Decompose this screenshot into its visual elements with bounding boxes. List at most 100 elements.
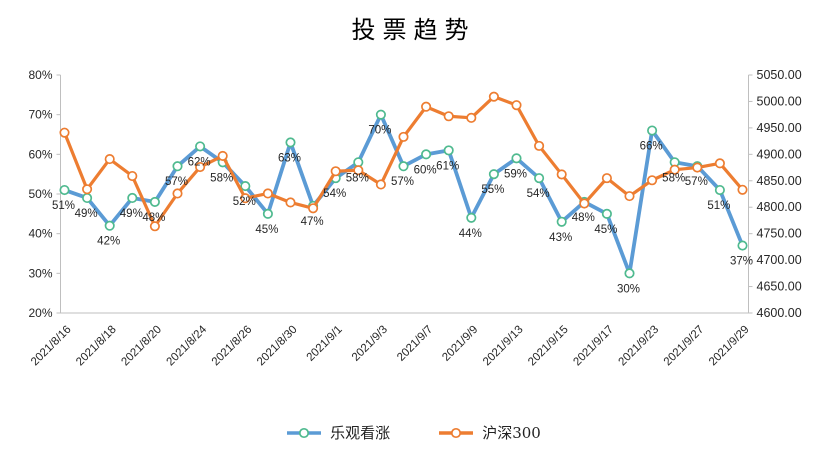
legend: 乐观看涨 沪深300 (0, 422, 827, 443)
series-0-marker (398, 161, 409, 172)
right-axis-label: 4800.00 (757, 200, 802, 214)
data-label: 47% (301, 216, 324, 228)
series-0-marker (172, 161, 183, 172)
left-axis-label: 40% (28, 227, 52, 241)
x-axis-label: 2021/8/24 (165, 323, 210, 368)
series-1-marker (330, 166, 341, 177)
legend-swatch-optimistic-icon (287, 427, 322, 438)
series-1-marker (104, 154, 115, 165)
series-1-marker (149, 221, 160, 232)
legend-label-hs300: 沪深300 (482, 424, 541, 442)
right-axis-label: 4950.00 (757, 121, 802, 135)
series-0-marker (647, 125, 658, 136)
x-axis-label: 2021/8/30 (255, 324, 300, 369)
x-axis-label: 2021/8/20 (119, 324, 164, 369)
series-1-marker (647, 175, 658, 186)
data-label: 49% (120, 208, 143, 220)
right-axis-label: 4750.00 (757, 227, 802, 241)
series-0-marker (601, 208, 612, 219)
left-axis-label: 50% (28, 187, 52, 201)
data-label: 44% (459, 228, 482, 240)
x-axis-label: 2021/9/15 (526, 324, 571, 369)
legend-swatch-hs300-icon (439, 427, 474, 438)
series-1-marker (172, 188, 183, 199)
series-0-marker (82, 192, 93, 204)
series-1-marker (262, 188, 273, 199)
right-axis-label: 4600.00 (757, 306, 802, 320)
right-axis-label: 5050.00 (757, 68, 802, 82)
chart-title: 投票趋势 (351, 16, 476, 44)
series-1-marker (82, 184, 93, 195)
series-0-marker (534, 173, 545, 184)
series-0-marker (195, 141, 206, 152)
data-label: 58% (210, 172, 233, 184)
right-axis-label: 4900.00 (757, 147, 802, 161)
data-label: 48% (572, 212, 595, 224)
series-1-marker (488, 91, 499, 102)
series-1-marker (737, 184, 748, 195)
series-0-marker (262, 208, 273, 219)
x-axis-label: 2021/9/3 (350, 324, 390, 364)
series-1-marker (443, 111, 454, 122)
series-1-marker (217, 150, 228, 161)
series-1-marker (624, 191, 635, 202)
legend-item-optimistic: 乐观看涨 (286, 422, 390, 443)
data-label: 55% (481, 184, 504, 196)
series-0-marker (375, 109, 386, 120)
data-label: 49% (75, 208, 98, 220)
series-1-marker (240, 193, 251, 204)
series-0-marker (285, 137, 296, 148)
data-label: 51% (707, 200, 730, 212)
left-axis-label: 70% (28, 108, 52, 122)
series-1-marker (375, 179, 386, 190)
series-1-marker (59, 127, 70, 138)
series-1-marker (579, 198, 590, 209)
series-1-marker (421, 101, 432, 112)
series-0-marker (240, 181, 251, 192)
x-axis-label: 2021/9/27 (662, 324, 707, 369)
x-axis-label: 2021/9/23 (617, 324, 662, 369)
data-label: 58% (346, 172, 369, 184)
data-label: 70% (368, 125, 391, 137)
x-axis-label: 2021/8/26 (210, 324, 255, 369)
series-1-marker (714, 158, 725, 169)
x-axis-label: 2021/9/13 (481, 324, 526, 369)
x-axis-label: 2021/8/16 (29, 324, 74, 369)
data-label: 37% (730, 256, 753, 268)
data-label: 62% (188, 156, 211, 168)
series-1-marker (308, 203, 319, 214)
right-axis-label: 4650.00 (757, 280, 802, 294)
data-label: 43% (549, 232, 572, 244)
data-label: 54% (527, 188, 550, 200)
right-axis-label: 5000.00 (757, 94, 802, 108)
data-label: 54% (323, 188, 346, 200)
legend-item-hs300: 沪深300 (438, 422, 541, 443)
data-label: 60% (414, 164, 437, 176)
x-axis-label: 2021/8/18 (74, 324, 119, 369)
data-label: 57% (391, 176, 414, 188)
series-1-marker (511, 100, 522, 111)
data-label: 42% (97, 236, 120, 248)
left-axis-label: 60% (28, 147, 52, 161)
data-label: 57% (165, 176, 188, 188)
series-0-marker (421, 149, 432, 160)
data-label: 45% (255, 224, 278, 236)
series-0-marker (127, 192, 138, 204)
series-0-marker (59, 184, 70, 196)
data-label: 45% (594, 224, 617, 236)
left-axis-label: 80% (28, 68, 52, 82)
data-label: 66% (640, 141, 663, 153)
series-0-marker (737, 240, 748, 251)
data-label: 48% (142, 212, 165, 224)
left-axis-label: 20% (28, 306, 52, 320)
right-axis-label: 4700.00 (757, 253, 802, 267)
series-0-marker (624, 268, 635, 279)
series-1-marker (669, 164, 680, 175)
series-0-marker (149, 196, 160, 207)
data-label: 30% (617, 283, 640, 295)
series-1-marker (692, 162, 703, 173)
series-0-marker (714, 184, 725, 196)
data-label: 61% (436, 160, 459, 172)
series-1-marker (353, 165, 364, 176)
